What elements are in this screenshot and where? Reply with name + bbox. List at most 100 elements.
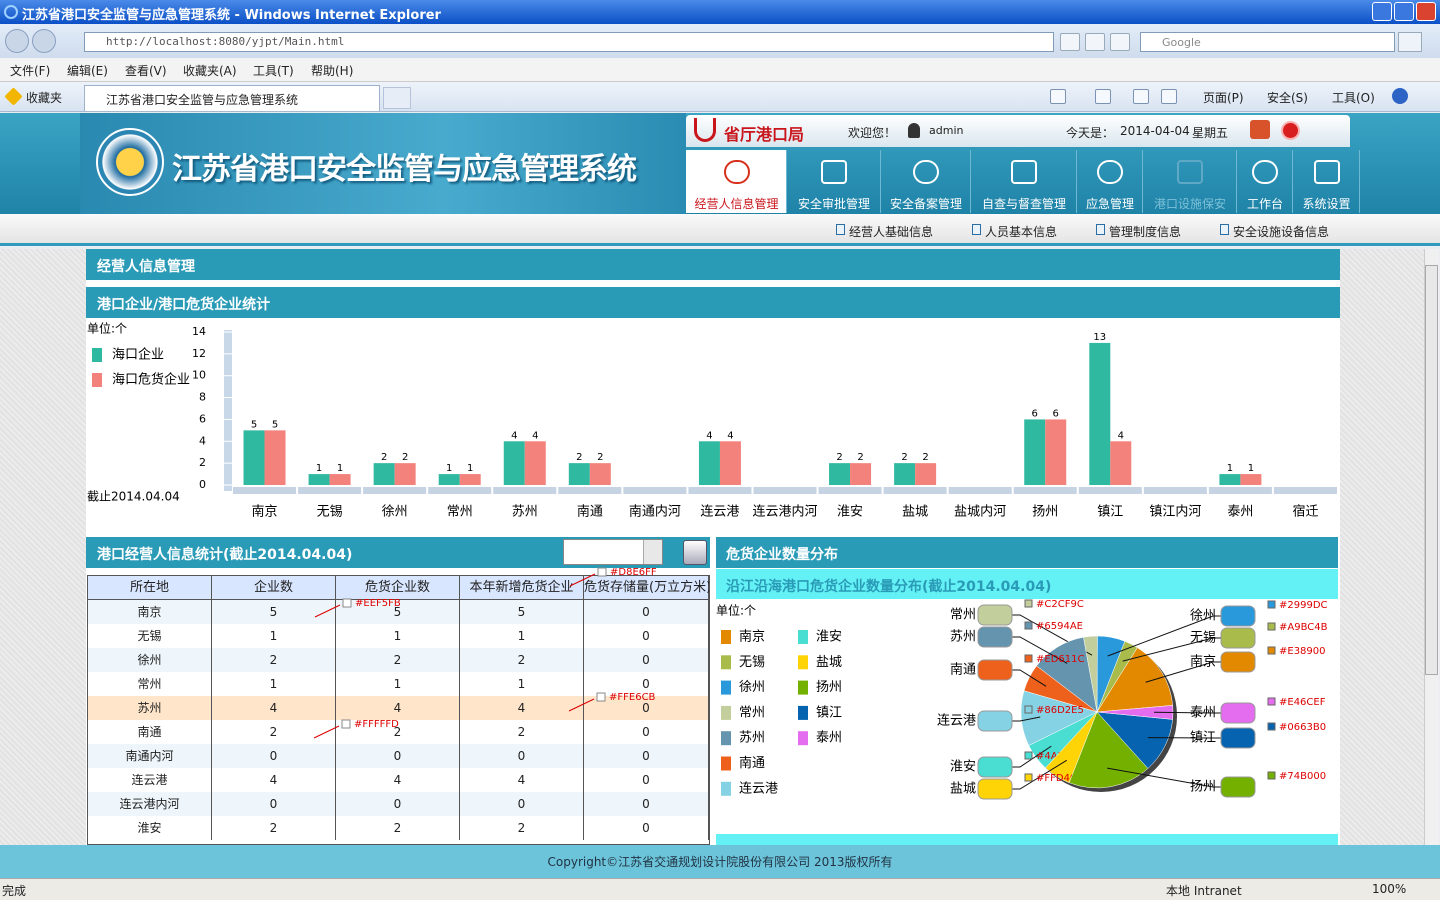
color-swatch [1267, 622, 1276, 631]
nav-tab[interactable] [971, 150, 1077, 213]
slice-label: 盐城 [950, 782, 976, 797]
annotation-arrow [314, 604, 341, 618]
scroll-thumb[interactable] [1425, 265, 1438, 675]
window-button[interactable] [1372, 2, 1392, 21]
color-chip [1220, 605, 1256, 627]
leader-line [1012, 636, 1068, 664]
table-cell: 0 [584, 600, 709, 624]
logout-button[interactable] [1281, 121, 1300, 140]
toolbar-button[interactable] [1085, 33, 1105, 51]
y-tick-label: 14 [192, 325, 206, 338]
nav-icon [821, 160, 847, 184]
category-strip [1013, 487, 1077, 494]
slice-label: 淮安 [950, 760, 976, 775]
nav-tab[interactable] [1143, 150, 1237, 213]
color-swatch [1024, 773, 1033, 782]
toolbar-menu[interactable]: 页面(P) [1203, 91, 1244, 105]
leader-line [1145, 661, 1221, 683]
window-button[interactable] [1416, 2, 1436, 21]
next-panel-edge [716, 834, 1338, 845]
table-cell: 2 [212, 816, 336, 840]
new-tab[interactable] [383, 87, 411, 109]
category-strip [1208, 487, 1272, 494]
legend-label: 连云港 [739, 780, 778, 796]
table-cell: 1 [336, 624, 460, 648]
favorites[interactable]: 收藏夹 [26, 91, 63, 105]
subnav-icon [1220, 224, 1229, 235]
bar [459, 474, 481, 485]
menu-item[interactable]: 查看(V) [125, 64, 167, 78]
bar [915, 463, 937, 485]
window-button[interactable] [1394, 2, 1414, 21]
subnav-link[interactable]: 管理制度信息 [1109, 225, 1182, 239]
menu-item[interactable]: 帮助(H) [311, 64, 354, 78]
color-code: #FFD406 [1036, 773, 1083, 784]
legend-label: 镇江 [816, 705, 842, 720]
section-header [86, 249, 1340, 280]
select-arrow[interactable] [643, 540, 662, 564]
bar [568, 463, 590, 485]
legend-swatch [798, 680, 808, 695]
print-button[interactable] [683, 540, 707, 565]
toolbar-icon[interactable] [1161, 89, 1177, 104]
nav-label: 工作台 [1246, 197, 1283, 211]
menu-item[interactable]: 编辑(E) [67, 64, 108, 78]
legend-label: 无锡 [739, 655, 765, 670]
leader-line [1122, 637, 1221, 662]
subnav-link[interactable]: 安全设施设备信息 [1233, 225, 1330, 239]
color-code: #E38900 [1279, 646, 1326, 657]
toolbar-icon[interactable] [1133, 89, 1149, 104]
value-label: 6 [1053, 408, 1059, 419]
table-cell: 2 [212, 648, 336, 672]
value-label: 2 [597, 452, 603, 463]
weekday: 星期五 [1192, 126, 1229, 140]
bar [1240, 474, 1262, 485]
menu-item[interactable]: 文件(F) [10, 64, 51, 78]
forward-button[interactable] [32, 29, 56, 53]
table-cell: 5 [336, 600, 460, 624]
value-label: 2 [901, 452, 907, 463]
anchor-icon [694, 118, 716, 142]
toolbar-menu[interactable]: 工具(O) [1332, 91, 1375, 105]
bar [1110, 441, 1132, 485]
nav-tab[interactable] [1237, 150, 1293, 213]
bar [264, 430, 286, 485]
nav-tab[interactable] [1293, 150, 1360, 213]
value-label: 5 [251, 419, 257, 430]
search-box[interactable] [1140, 32, 1395, 52]
address-text: http://localhost:8080/yjpt/Main.html [106, 35, 345, 48]
nav-tab[interactable] [787, 150, 881, 213]
x-tick-label: 连云港内河 [752, 504, 817, 520]
legend-label: 泰州 [816, 731, 842, 746]
color-code: #2999DC [1279, 600, 1328, 611]
address-box[interactable] [84, 32, 1054, 52]
table-cell: 0 [336, 744, 460, 768]
subnav-link[interactable]: 经营人基础信息 [849, 225, 934, 239]
toolbar-button[interactable] [1060, 33, 1080, 51]
search-button[interactable] [1398, 32, 1422, 52]
slice-label: 扬州 [1190, 780, 1216, 795]
toolbar-icon[interactable] [1095, 89, 1111, 104]
menu-item[interactable]: 工具(T) [253, 64, 294, 78]
annotation-box [597, 567, 607, 577]
table-cell: 5 [212, 600, 336, 624]
table-cell: 南京 [88, 600, 212, 624]
nav-tab[interactable] [881, 150, 971, 213]
value-label: 4 [706, 430, 712, 441]
zoom[interactable]: 100% [1372, 882, 1407, 896]
toolbar-icon[interactable] [1050, 89, 1066, 104]
value-label: 1 [467, 463, 473, 474]
tab[interactable] [84, 85, 380, 111]
toolbar-button[interactable] [1110, 33, 1130, 51]
subnav-link[interactable]: 人员基本信息 [985, 225, 1058, 239]
category-strip [363, 487, 427, 494]
help-icon[interactable] [1392, 88, 1408, 104]
leader-line [1012, 669, 1047, 687]
section-title: 经营人信息管理 [97, 259, 195, 275]
color-code: #74B000 [1279, 771, 1326, 782]
toolbar-menu[interactable]: 安全(S) [1267, 91, 1308, 105]
back-button[interactable] [5, 29, 29, 53]
home-button[interactable] [1250, 120, 1270, 139]
nav-tab[interactable] [1077, 150, 1143, 213]
menu-item[interactable]: 收藏夹(A) [183, 64, 237, 78]
